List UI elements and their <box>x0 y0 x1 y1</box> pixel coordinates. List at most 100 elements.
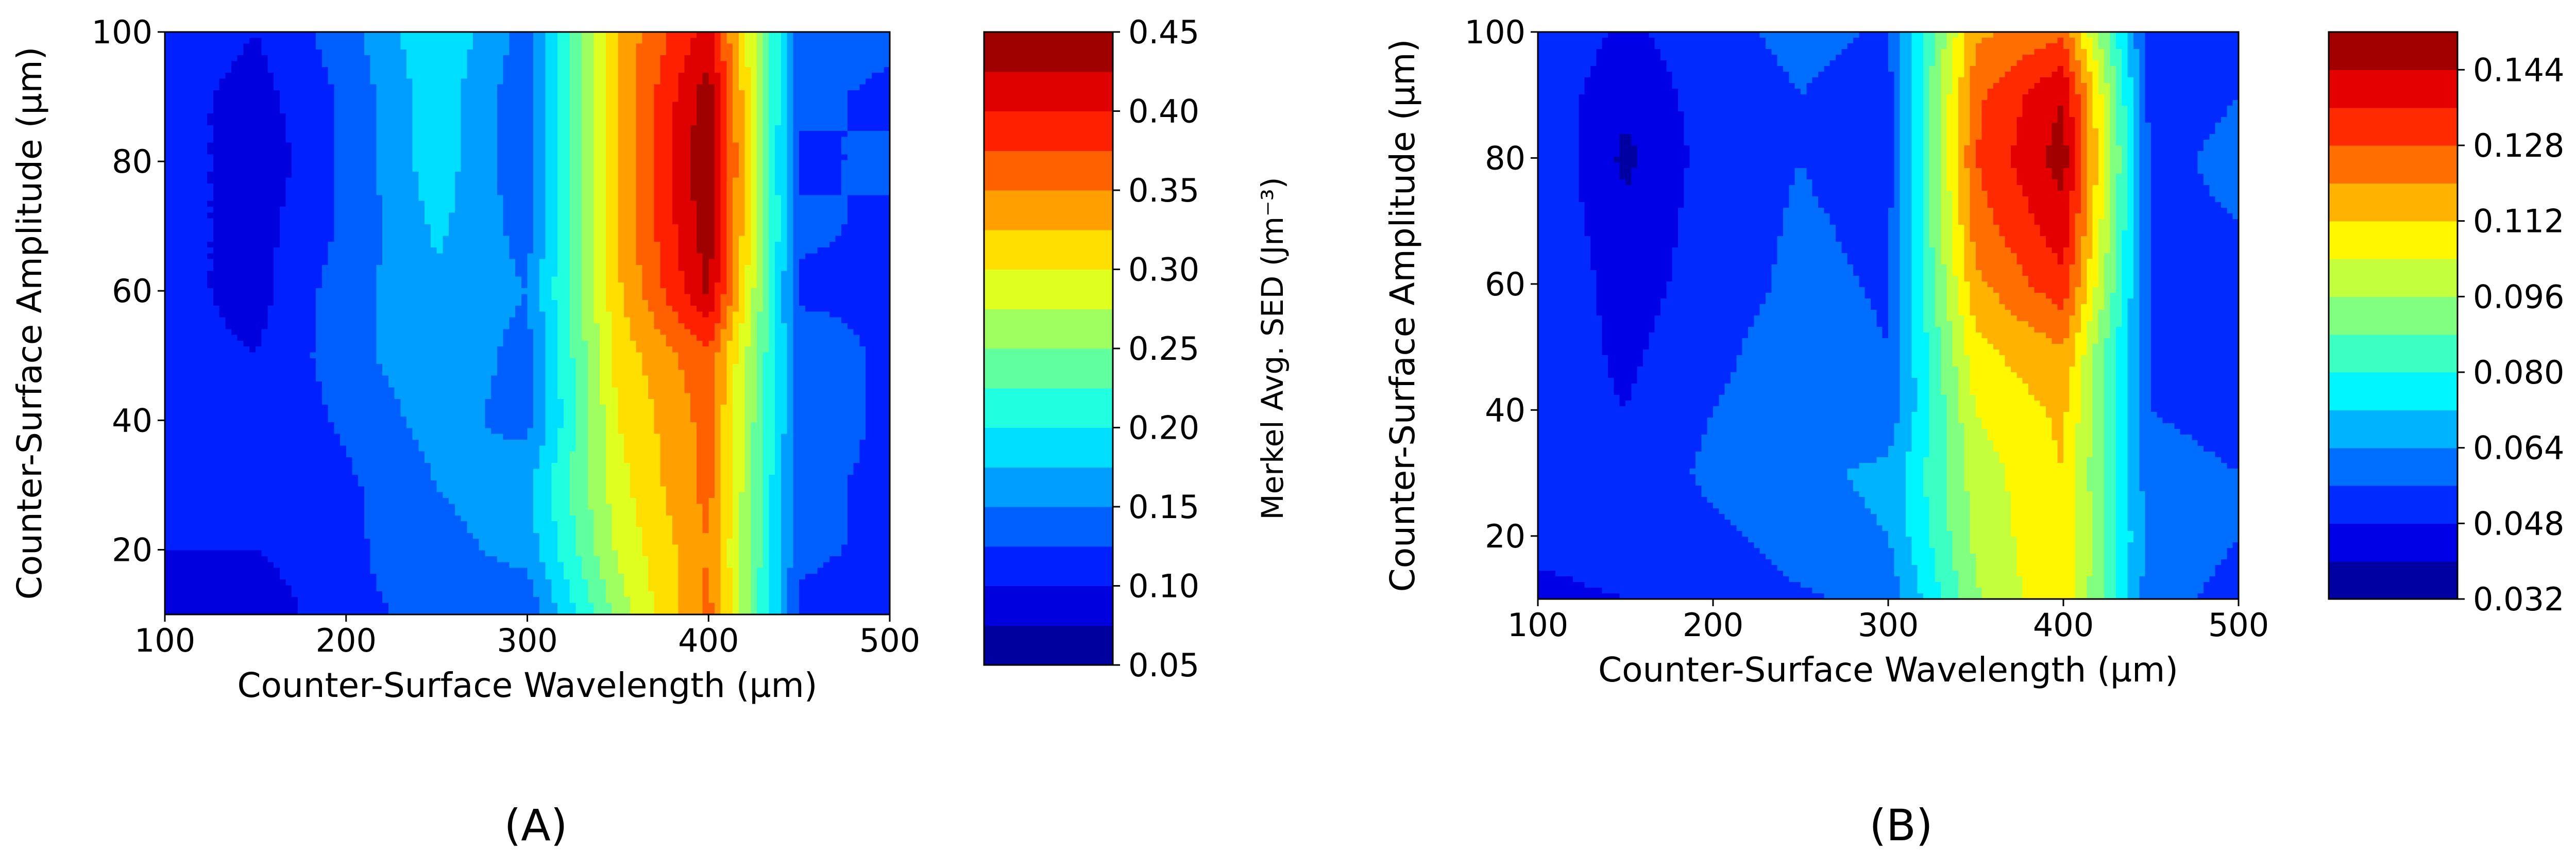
contour-cell <box>370 78 377 85</box>
contour-cell <box>346 184 353 190</box>
contour-cell <box>726 247 733 254</box>
contour-cell <box>310 73 316 79</box>
contour-cell <box>588 32 595 38</box>
contour-cell <box>322 125 329 131</box>
contour-cell <box>165 49 172 56</box>
contour-cell <box>636 253 643 259</box>
contour-cell <box>835 120 842 126</box>
contour-cell <box>443 90 449 96</box>
contour-cell <box>829 195 836 201</box>
contour-cell <box>570 108 577 114</box>
contour-cell <box>582 236 588 242</box>
contour-cell <box>316 184 323 190</box>
contour-cell <box>280 131 286 137</box>
contour-cell <box>201 38 208 44</box>
contour-cell <box>413 224 419 230</box>
contour-cell <box>528 96 534 102</box>
contour-cell <box>213 184 220 190</box>
contour-cell <box>878 78 885 85</box>
contour-cell <box>418 55 425 61</box>
contour-cell <box>267 96 274 102</box>
contour-cell <box>231 67 238 73</box>
contour-cell <box>431 125 437 131</box>
contour-cell <box>267 32 274 38</box>
contour-cell <box>697 160 703 167</box>
contour-cell <box>829 61 836 68</box>
contour-cell <box>473 148 480 155</box>
contour-cell <box>515 143 522 149</box>
contour-cell <box>757 172 764 178</box>
contour-cell <box>292 236 298 242</box>
contour-cell <box>805 265 812 271</box>
contour-cell <box>533 49 540 56</box>
contour-cell <box>872 242 878 248</box>
contour-cell <box>334 102 341 108</box>
contour-cell <box>726 120 733 126</box>
contour-cell <box>666 113 673 120</box>
contour-cell <box>564 189 570 195</box>
contour-cell <box>304 154 311 160</box>
contour-cell <box>684 49 691 56</box>
contour-cell <box>219 78 226 85</box>
contour-cell <box>346 125 353 131</box>
contour-cell <box>400 102 407 108</box>
contour-cell <box>648 259 655 265</box>
contour-cell <box>624 96 631 102</box>
contour-cell <box>841 207 848 213</box>
contour-cell <box>418 247 425 254</box>
contour-cell <box>672 108 679 114</box>
contour-cell <box>358 120 365 126</box>
contour-cell <box>811 201 818 207</box>
contour-cell <box>195 172 202 178</box>
contour-cell <box>690 178 697 184</box>
contour-cell <box>304 212 311 219</box>
contour-cell <box>195 247 202 254</box>
contour-cell <box>316 55 323 61</box>
contour-cell <box>280 78 286 85</box>
contour-cell <box>449 148 455 155</box>
contour-cell <box>256 143 262 149</box>
contour-cell <box>213 224 220 230</box>
contour-cell <box>769 137 776 143</box>
contour-cell <box>183 38 190 44</box>
contour-cell <box>364 253 371 259</box>
contour-cell <box>395 73 401 79</box>
contour-cell <box>449 108 455 114</box>
contour-cell <box>225 184 232 190</box>
contour-cell <box>382 90 389 96</box>
contour-cell <box>733 172 739 178</box>
contour-cell <box>195 184 202 190</box>
contour-cell <box>171 44 178 50</box>
contour-cell <box>195 207 202 213</box>
contour-cell <box>564 195 570 201</box>
contour-cell <box>310 61 316 68</box>
contour-cell <box>473 212 480 219</box>
contour-cell <box>509 137 516 143</box>
contour-cell <box>575 38 582 44</box>
contour-cell <box>509 201 516 207</box>
contour-cell <box>708 38 715 44</box>
contour-cell <box>835 172 842 178</box>
contour-cell <box>636 247 643 254</box>
contour-cell <box>600 32 606 38</box>
contour-cell <box>467 125 473 131</box>
contour-cell <box>690 148 697 155</box>
contour-cell <box>497 113 504 120</box>
contour-cell <box>400 143 407 149</box>
contour-cell <box>594 236 600 242</box>
contour-cell <box>684 67 691 73</box>
contour-cell <box>600 55 606 61</box>
contour-cell <box>721 154 727 160</box>
contour-cell <box>292 160 298 167</box>
contour-cell <box>660 259 667 265</box>
contour-cell <box>763 49 770 56</box>
contour-cell <box>848 85 854 91</box>
contour-cell <box>479 212 486 219</box>
contour-cell <box>310 207 316 213</box>
contour-cell <box>829 219 836 225</box>
contour-cell <box>618 96 624 102</box>
contour-cell <box>769 113 776 120</box>
contour-cell <box>582 242 588 248</box>
contour-cell <box>231 108 238 114</box>
contour-cell <box>630 207 637 213</box>
